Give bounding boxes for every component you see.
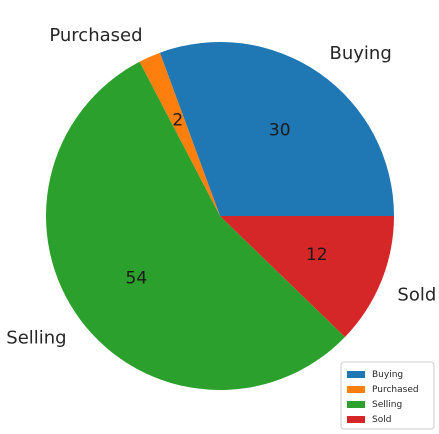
pie-slices bbox=[46, 41, 394, 390]
slice-buying bbox=[159, 41, 394, 216]
value-labels: 30 2 54 12 bbox=[126, 111, 328, 289]
legend-label-purchased: Purchased bbox=[372, 385, 419, 395]
legend-label-buying: Buying bbox=[372, 370, 403, 380]
value-label-selling: 54 bbox=[126, 268, 148, 288]
slice-label-selling: Selling bbox=[6, 327, 66, 348]
value-label-sold: 12 bbox=[306, 245, 328, 265]
slice-label-buying: Buying bbox=[330, 43, 392, 64]
legend-swatch-buying bbox=[347, 371, 365, 378]
legend-frame bbox=[340, 361, 435, 430]
legend-swatch-selling bbox=[347, 401, 365, 408]
legend-label-selling: Selling bbox=[372, 400, 402, 410]
legend-swatch-sold bbox=[347, 416, 365, 423]
slice-purchased bbox=[139, 52, 220, 216]
slice-label-sold: Sold bbox=[397, 285, 436, 306]
value-label-buying: 30 bbox=[269, 120, 291, 140]
legend-swatch-purchased bbox=[347, 386, 365, 393]
slice-labels: Buying Purchased Selling Sold bbox=[6, 25, 436, 348]
slice-sold bbox=[220, 216, 394, 338]
slice-selling bbox=[46, 61, 345, 390]
slice-label-purchased: Purchased bbox=[49, 25, 142, 46]
value-label-purchased: 2 bbox=[172, 111, 183, 131]
legend: Buying Purchased Selling Sold bbox=[340, 361, 435, 430]
legend-label-sold: Sold bbox=[372, 415, 391, 425]
